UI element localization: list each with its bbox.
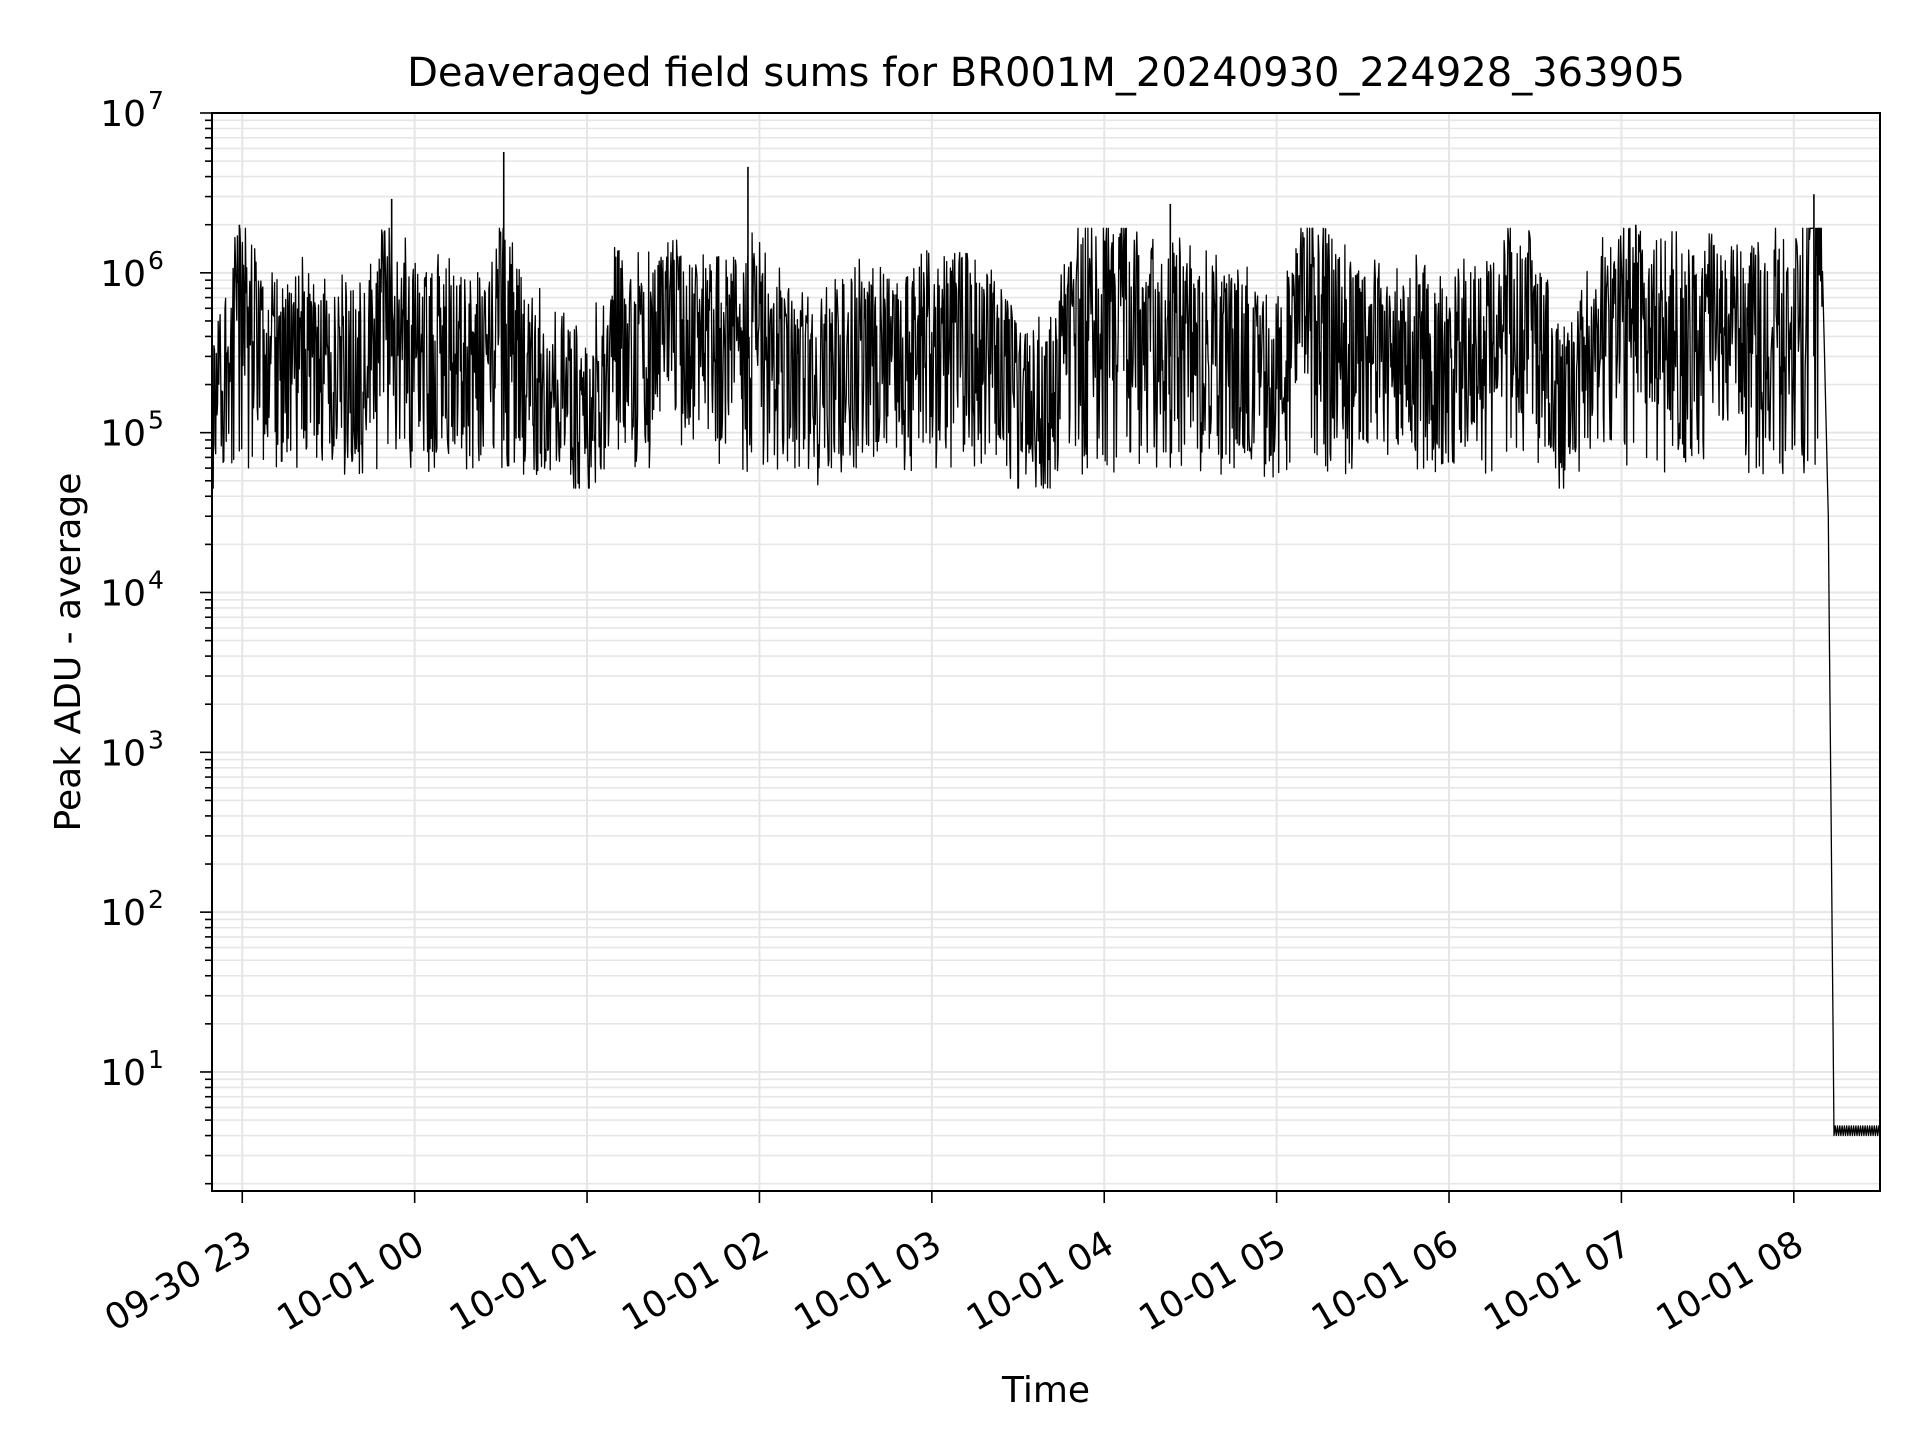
y-tick-label: 10: [100, 893, 146, 934]
y-tick-exponent: 1: [148, 1045, 164, 1074]
series-line: [211, 227, 1881, 1137]
y-tick-label: 10: [100, 94, 146, 135]
y-tick-exponent: 7: [148, 86, 164, 115]
y-tick-label: 10: [100, 1053, 146, 1094]
y-tick-label: 10: [100, 573, 146, 614]
y-tick-exponent: 5: [148, 406, 164, 435]
plot-frame: [211, 112, 1881, 1192]
data-layer: [211, 152, 1881, 1137]
y-tick-label: 10: [100, 733, 146, 774]
y-tick-label: 10: [100, 254, 146, 295]
y-tick-exponent: 4: [148, 565, 164, 594]
chart-title: Deaveraged field sums for BR001M_2024093…: [407, 50, 1685, 96]
y-tick-exponent: 6: [148, 246, 164, 275]
y-tick-label: 10: [100, 414, 146, 455]
y-tick-exponent: 2: [148, 885, 164, 914]
y-axis-label: Peak ADU - average: [48, 473, 89, 832]
y-tick-exponent: 3: [148, 725, 164, 754]
x-axis-label: Time: [1001, 1370, 1090, 1411]
